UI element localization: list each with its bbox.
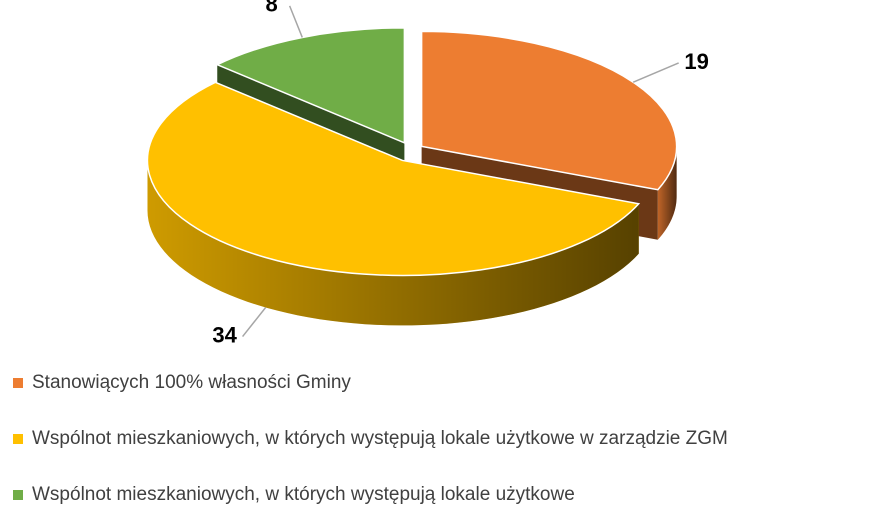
leader-line: [288, 5, 303, 38]
slice-outer-wall-shade: [147, 160, 639, 326]
leader-line: [241, 307, 267, 338]
legend-swatch: [13, 378, 23, 388]
legend-label: Stanowiących 100% własności Gminy: [32, 372, 351, 393]
data-label: 19: [684, 49, 708, 74]
legend-label: Wspólnot mieszkaniowych, w których wystę…: [32, 484, 575, 505]
slice: [420, 30, 678, 191]
legend-label: Wspólnot mieszkaniowych, w których wystę…: [32, 428, 728, 449]
data-label: 34: [212, 322, 237, 347]
legend-swatch: [13, 490, 23, 500]
slice: [146, 81, 641, 277]
leader-line: [632, 62, 679, 83]
data-label: 8: [266, 0, 278, 17]
slice: [215, 27, 406, 144]
slice-tops: [146, 27, 678, 277]
legend-swatch: [13, 434, 23, 444]
